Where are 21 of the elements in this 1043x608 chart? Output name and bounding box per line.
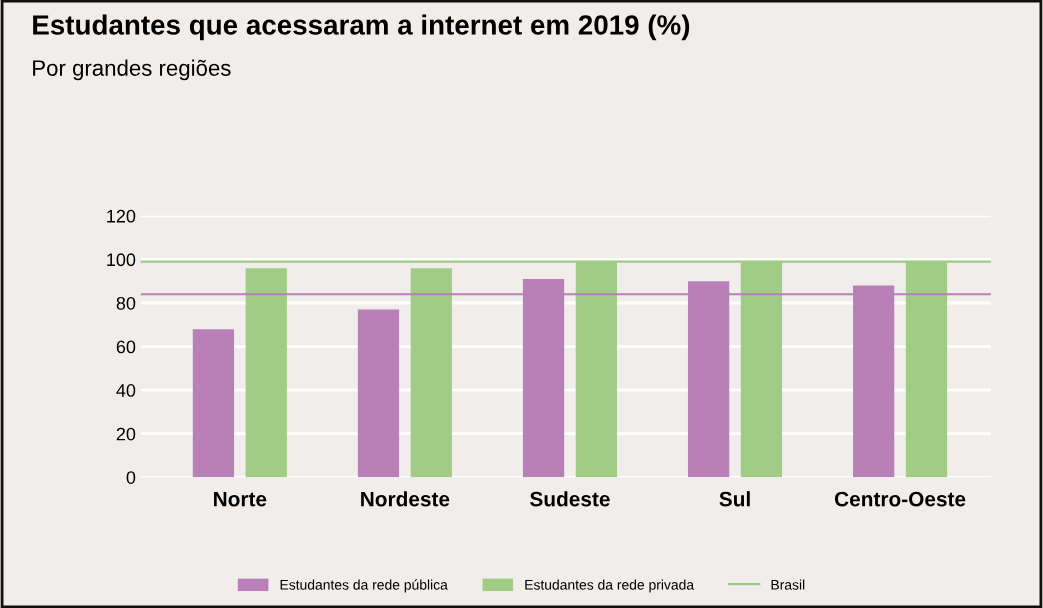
y-tick-label: 0	[126, 471, 136, 484]
bar	[357, 309, 400, 478]
bar	[245, 268, 287, 478]
legend-label: Estudantes da rede pública	[280, 579, 448, 593]
bar	[192, 329, 235, 478]
x-tick-label: Norte	[214, 491, 267, 507]
y-tick-label: 40	[116, 384, 136, 397]
legend-label: Estudantes da rede privada	[525, 579, 695, 593]
chart-title: Estudantes que acessaram a internet em 2019 (%)	[33, 14, 690, 41]
x-tick-label: Sul	[719, 491, 750, 507]
y-tick-label: 100	[107, 253, 136, 267]
x-tick-label: Centro-Oeste	[834, 491, 966, 507]
x-tick-label: Sudeste	[530, 491, 610, 507]
y-tick-label: 120	[107, 209, 136, 223]
x-tick-label: Nordeste	[361, 491, 450, 507]
chart-subtitle: Por grandes regiões	[33, 59, 231, 81]
y-tick-label: 20	[116, 427, 136, 441]
y-tick-label: 80	[116, 296, 136, 310]
bar	[410, 268, 452, 478]
legend-label: Brasil	[771, 579, 805, 590]
y-tick-label: 60	[116, 340, 136, 354]
